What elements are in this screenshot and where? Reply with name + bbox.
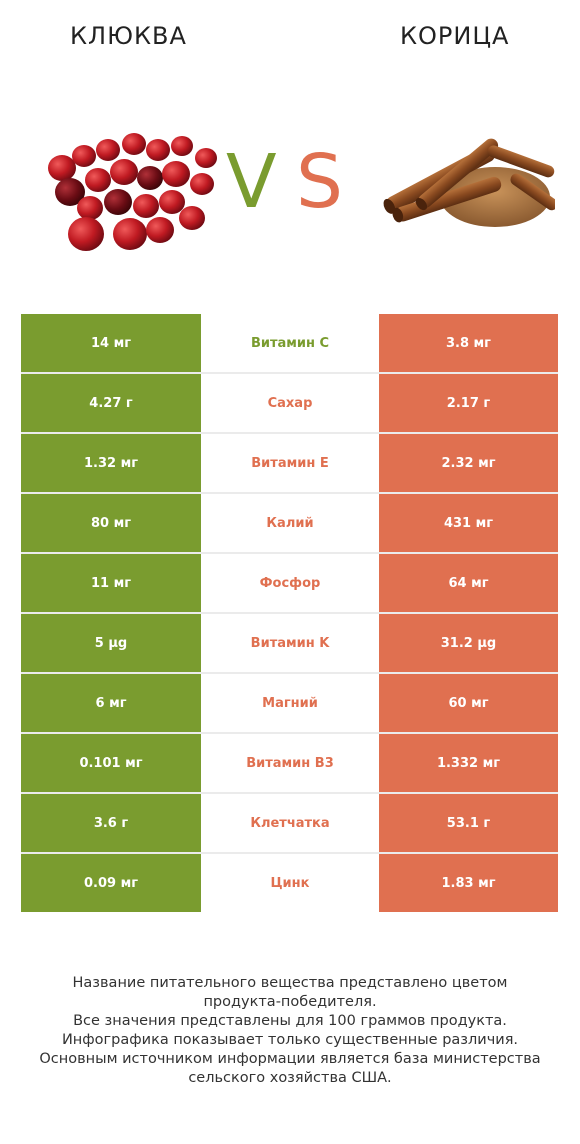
left-value: 11 мг — [21, 554, 201, 612]
table-row: 1.32 мг Витамин E 2.32 мг — [21, 434, 558, 494]
table-row: 0.101 мг Витамин B3 1.332 мг — [21, 734, 558, 794]
left-value: 3.6 г — [21, 794, 201, 852]
right-value: 3.8 мг — [379, 314, 558, 372]
right-value: 1.83 мг — [379, 854, 558, 912]
nutrient-name: Витамин B3 — [201, 734, 379, 792]
table-row: 5 µg Витамин K 31.2 µg — [21, 614, 558, 674]
right-product-title: КОРИЦА — [400, 22, 510, 50]
left-value: 14 мг — [21, 314, 201, 372]
table-row: 11 мг Фосфор 64 мг — [21, 554, 558, 614]
footer-line: сельского хозяйства США. — [188, 1070, 392, 1086]
right-value: 1.332 мг — [379, 734, 558, 792]
left-value: 0.101 мг — [21, 734, 201, 792]
footer-line: Инфографика показывает только существенн… — [61, 1032, 519, 1048]
nutrient-name: Цинк — [201, 854, 379, 912]
left-product-title: КЛЮКВА — [70, 22, 187, 50]
left-value: 4.27 г — [21, 374, 201, 432]
nutrient-name: Витамин C — [201, 314, 379, 372]
table-row: 80 мг Калий 431 мг — [21, 494, 558, 554]
left-value: 0.09 мг — [21, 854, 201, 912]
table-row: 14 мг Витамин C 3.8 мг — [21, 314, 558, 374]
footer-line: Название питательного вещества представл… — [72, 975, 508, 991]
footer-line: Все значения представлены для 100 граммо… — [73, 1013, 507, 1029]
right-value: 60 мг — [379, 674, 558, 732]
table-row: 3.6 г Клетчатка 53.1 г — [21, 794, 558, 854]
table-row: 4.27 г Сахар 2.17 г — [21, 374, 558, 434]
nutrient-name: Витамин E — [201, 434, 379, 492]
table-row: 0.09 мг Цинк 1.83 мг — [21, 854, 558, 912]
nutrient-name: Сахар — [201, 374, 379, 432]
right-value: 2.32 мг — [379, 434, 558, 492]
nutrient-name: Клетчатка — [201, 794, 379, 852]
nutrient-name: Магний — [201, 674, 379, 732]
right-value: 53.1 г — [379, 794, 558, 852]
left-value: 80 мг — [21, 494, 201, 552]
left-value: 1.32 мг — [21, 434, 201, 492]
footer-line: продукта-победителя. — [203, 994, 377, 1010]
nutrient-name: Витамин K — [201, 614, 379, 672]
table-row: 6 мг Магний 60 мг — [21, 674, 558, 734]
footer-line: Основным источником информации является … — [39, 1051, 541, 1067]
cranberry-image — [48, 133, 217, 251]
right-value: 2.17 г — [379, 374, 558, 432]
comparison-table: 14 мг Витамин C 3.8 мг 4.27 г Сахар 2.17 г 1.3… — [21, 314, 558, 912]
footer-note: Название питательного вещества представл… — [20, 974, 560, 1088]
vs-letter-s: S — [296, 139, 343, 225]
left-value: 5 µg — [21, 614, 201, 672]
right-value: 64 мг — [379, 554, 558, 612]
nutrient-name: Калий — [201, 494, 379, 552]
vs-letter-v: V — [226, 139, 277, 225]
left-value: 6 мг — [21, 674, 201, 732]
cinnamon-image — [383, 138, 555, 227]
nutrient-name: Фосфор — [201, 554, 379, 612]
right-value: 31.2 µg — [379, 614, 558, 672]
right-value: 431 мг — [379, 494, 558, 552]
versus-label: V S — [226, 142, 356, 222]
